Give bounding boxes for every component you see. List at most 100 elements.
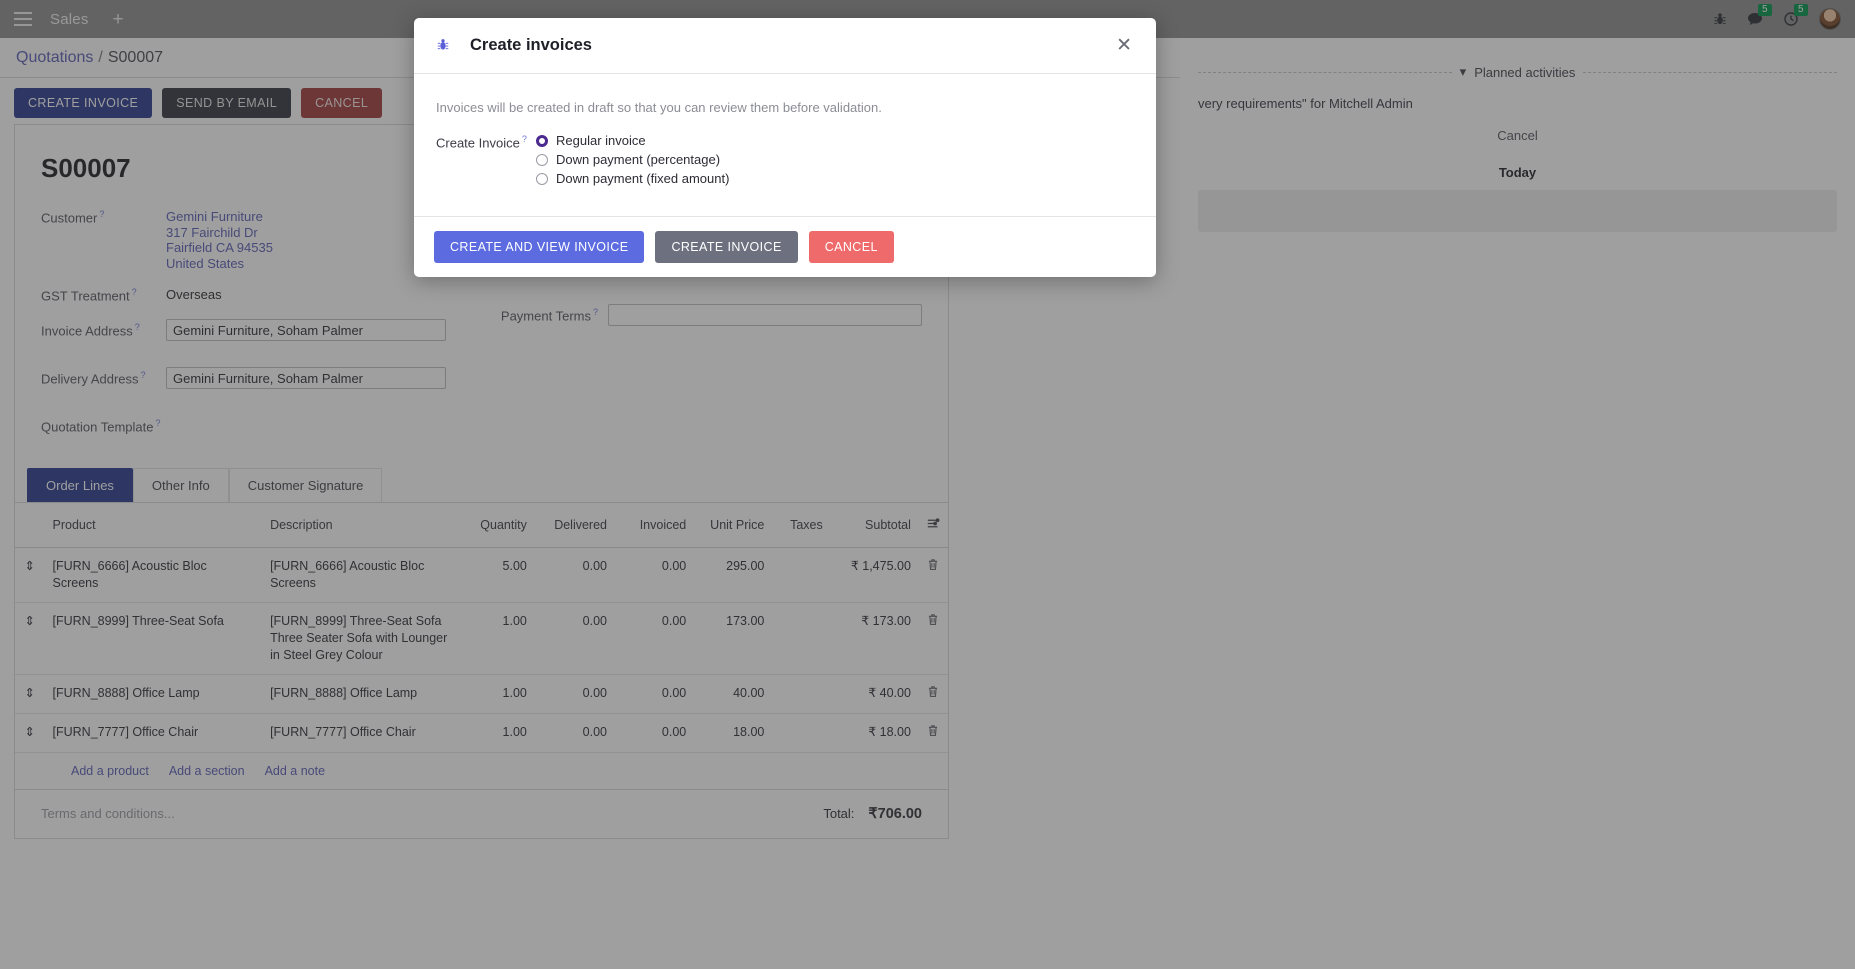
row-drag-handle[interactable]: ⇕	[15, 713, 45, 753]
radio-down-payment-fixed[interactable]: Down payment (fixed amount)	[536, 171, 729, 186]
column-product: Product	[44, 503, 263, 548]
customer-value[interactable]: Gemini Furniture 317 Fairchild Dr Fairfi…	[166, 206, 273, 271]
table-row[interactable]: ⇕ [FURN_6666] Acoustic Bloc Screens [FUR…	[15, 547, 948, 603]
row-drag-handle[interactable]: ⇕	[15, 547, 45, 603]
field-payment-terms: Payment Terms?	[492, 304, 922, 326]
cell-taxes[interactable]	[772, 713, 831, 753]
quotation-template-label-text: Quotation Template	[41, 419, 154, 435]
invoice-address-label-text: Invoice Address	[41, 323, 133, 339]
cell-unit-price[interactable]: 173.00	[694, 602, 773, 675]
cell-unit-price[interactable]: 18.00	[694, 713, 773, 753]
delivery-address-label: Delivery Address?	[41, 367, 166, 386]
cell-quantity[interactable]: 1.00	[455, 713, 535, 753]
close-icon[interactable]: ✕	[1116, 35, 1132, 56]
cell-invoiced[interactable]: 0.00	[615, 602, 695, 675]
row-drag-handle[interactable]: ⇕	[15, 602, 45, 675]
cell-taxes[interactable]	[772, 547, 831, 603]
radio-regular-invoice[interactable]: Regular invoice	[536, 133, 729, 148]
add-product-link[interactable]: Add a product	[71, 764, 149, 778]
cell-delivered[interactable]: 0.00	[534, 713, 615, 753]
cell-quantity[interactable]: 1.00	[455, 674, 535, 714]
tab-customer-signature[interactable]: Customer Signature	[228, 468, 383, 502]
cell-invoiced[interactable]: 0.00	[615, 674, 695, 714]
column-options-icon[interactable]	[918, 503, 948, 548]
cell-description[interactable]: [FURN_7777] Office Chair	[262, 713, 456, 753]
breadcrumb-parent[interactable]: Quotations	[16, 48, 94, 66]
activities-button[interactable]: 5	[1783, 4, 1808, 27]
record-sheet: S00007 Customer? Gemini Furniture 317 Fa…	[14, 124, 949, 839]
radio-indicator[interactable]	[536, 153, 548, 166]
customer-city[interactable]: Fairfield CA 94535	[166, 240, 273, 255]
row-drag-handle[interactable]: ⇕	[15, 674, 45, 714]
cell-description[interactable]: [FURN_8888] Office Lamp	[262, 674, 456, 714]
table-row[interactable]: ⇕ [FURN_8888] Office Lamp [FURN_8888] Of…	[15, 674, 948, 714]
field-quotation-template: Quotation Template?	[41, 415, 452, 437]
field-invoice-address: Invoice Address?	[41, 319, 452, 341]
payment-terms-input[interactable]	[608, 304, 922, 326]
create-invoice-button[interactable]: CREATE INVOICE	[655, 231, 798, 263]
add-note-link[interactable]: Add a note	[264, 764, 326, 778]
create-invoice-button[interactable]: CREATE INVOICE	[14, 88, 153, 118]
cell-unit-price[interactable]: 295.00	[694, 547, 773, 603]
cell-invoiced[interactable]: 0.00	[615, 547, 695, 603]
field-customer: Customer? Gemini Furniture 317 Fairchild…	[41, 206, 452, 271]
cell-product[interactable]: [FURN_6666] Acoustic Bloc Screens	[44, 547, 263, 603]
cell-invoiced[interactable]: 0.00	[615, 713, 695, 753]
add-tab-icon[interactable]: +	[112, 8, 124, 30]
cell-product[interactable]: [FURN_7777] Office Chair	[44, 713, 263, 753]
row-delete-icon[interactable]	[918, 674, 948, 714]
terms-and-conditions[interactable]: Terms and conditions...	[41, 806, 175, 821]
current-app-name[interactable]: Sales	[50, 10, 89, 28]
cancel-button[interactable]: CANCEL	[301, 88, 383, 118]
total-label: Total:	[823, 806, 855, 821]
bug-icon[interactable]	[1713, 12, 1727, 26]
radio-indicator[interactable]	[536, 134, 548, 147]
add-section-link[interactable]: Add a section	[168, 764, 245, 778]
customer-street[interactable]: 317 Fairchild Dr	[166, 224, 258, 240]
hamburger-icon[interactable]	[14, 12, 32, 26]
customer-label-text: Customer	[41, 210, 98, 226]
help-icon: ?	[521, 134, 527, 144]
cell-delivered[interactable]: 0.00	[534, 547, 615, 603]
cell-delivered[interactable]: 0.00	[534, 674, 615, 714]
breadcrumb: Quotations / S00007	[16, 49, 163, 67]
user-avatar[interactable]	[1819, 8, 1841, 30]
radio-down-payment-percentage[interactable]: Down payment (percentage)	[536, 152, 729, 167]
form-column-right: Payment Terms?	[492, 206, 922, 450]
delivery-address-input[interactable]	[166, 367, 446, 389]
invoice-address-input[interactable]	[166, 319, 446, 341]
create-invoice-label: Create Invoice?	[436, 133, 536, 150]
cell-taxes[interactable]	[772, 602, 831, 675]
chevron-down-icon[interactable]: ▾	[1459, 64, 1467, 79]
cell-product[interactable]: [FURN_8999] Three-Seat Sofa	[44, 602, 263, 675]
activity-cancel-link[interactable]: Cancel	[1497, 128, 1538, 143]
tab-order-lines[interactable]: Order Lines	[27, 468, 133, 502]
cell-quantity[interactable]: 5.00	[455, 547, 535, 603]
dialog-cancel-button[interactable]: CANCEL	[808, 231, 894, 263]
customer-name[interactable]: Gemini Furniture	[166, 209, 263, 224]
customer-country[interactable]: United States	[166, 255, 245, 271]
radio-indicator[interactable]	[536, 172, 548, 185]
cell-delivered[interactable]: 0.00	[534, 602, 615, 675]
table-row[interactable]: ⇕ [FURN_8999] Three-Seat Sofa [FURN_8999…	[15, 602, 948, 675]
row-delete-icon[interactable]	[918, 713, 948, 753]
create-and-view-invoice-button[interactable]: CREATE AND VIEW INVOICE	[434, 231, 645, 263]
cell-taxes[interactable]	[772, 674, 831, 714]
cell-subtotal: ₹ 18.00	[830, 713, 919, 753]
order-lines-table: Product Description Quantity Delivered I…	[15, 503, 948, 753]
messages-button[interactable]: 5	[1747, 4, 1772, 27]
cell-product[interactable]: [FURN_8888] Office Lamp	[44, 674, 263, 714]
cell-description[interactable]: [FURN_6666] Acoustic Bloc Screens	[262, 547, 456, 603]
tab-other-info[interactable]: Other Info	[132, 468, 229, 502]
form-column-left: Customer? Gemini Furniture 317 Fairchild…	[41, 206, 452, 450]
cell-description[interactable]: [FURN_8999] Three-Seat Sofa Three Seater…	[262, 602, 456, 675]
table-row[interactable]: ⇕ [FURN_7777] Office Chair [FURN_7777] O…	[15, 713, 948, 753]
order-lines-body: ⇕ [FURN_6666] Acoustic Bloc Screens [FUR…	[15, 547, 948, 753]
table-header-row: Product Description Quantity Delivered I…	[15, 503, 948, 548]
send-by-email-button[interactable]: SEND BY EMAIL	[162, 88, 292, 118]
cell-unit-price[interactable]: 40.00	[694, 674, 773, 714]
drag-column-header	[15, 503, 45, 548]
cell-quantity[interactable]: 1.00	[455, 602, 535, 675]
row-delete-icon[interactable]	[918, 602, 948, 675]
row-delete-icon[interactable]	[918, 547, 948, 603]
